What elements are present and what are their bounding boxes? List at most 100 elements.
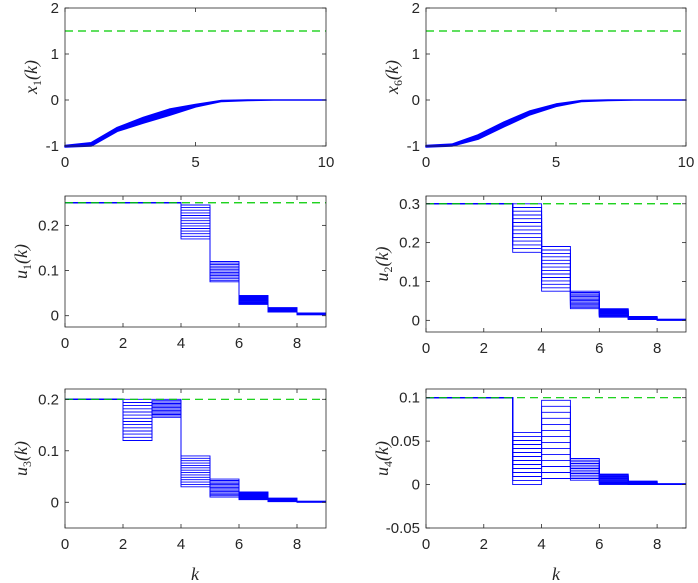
x-tick-label-u2-0: 0 [422, 340, 430, 357]
x-tick-label-x1-2: 10 [318, 154, 335, 171]
x-tick-label-u4-0: 0 [422, 536, 430, 553]
input-trajectory-u1-2 [65, 202, 326, 315]
input-trajectory-u4-2 [426, 397, 686, 485]
y-tick-label-u2-1: 0.1 [399, 273, 420, 290]
panel-u1: 0 2 4 6 800.10.2u1(k) [11, 195, 327, 352]
input-trajectory-u1-7 [65, 202, 326, 315]
axes-box-x6 [425, 7, 687, 147]
y-axis-label-symbol-u2: u [372, 272, 392, 281]
input-trajectory-u3-11 [65, 398, 326, 502]
input-trajectory-u4-0 [426, 397, 686, 486]
y-tick-label-u4-0: -0.05 [386, 520, 420, 537]
x-tick-label-u3-3: 6 [235, 536, 243, 553]
y-tick-label-u4-2: 0.05 [391, 433, 420, 450]
input-trajectory-u3-9 [65, 398, 326, 502]
input-trajectory-u1-8 [65, 202, 326, 315]
x-tick-label-u2-4: 8 [653, 340, 661, 357]
input-trajectory-u3-8 [65, 398, 326, 503]
input-trajectory-u3-7 [65, 398, 326, 503]
x-tick-label-u4-4: 8 [653, 536, 661, 553]
axes-box-x1 [64, 7, 327, 147]
input-trajectory-u1-12 [65, 202, 326, 314]
input-trajectory-u2-10 [426, 203, 686, 320]
x-tick-label-x1-1: 5 [191, 154, 199, 171]
x-tick-label-u2-3: 6 [595, 340, 603, 357]
input-trajectory-u4-10 [426, 397, 686, 485]
input-trajectory-u4-13 [426, 397, 686, 485]
y-tick-label-u4-3: 0.1 [399, 390, 420, 407]
y-axis-label-x1: x1(k) [21, 60, 44, 95]
y-tick-label-u3-2: 0.2 [38, 391, 59, 408]
input-trajectory-u1-6 [65, 202, 326, 315]
y-axis-label-argument-x1: (k) [21, 60, 42, 80]
y-axis-label-subscript-u3: 3 [20, 461, 34, 467]
x-tick-label-u4-3: 6 [595, 536, 603, 553]
y-tick-label-x6-0: -1 [407, 138, 420, 155]
y-axis-label-symbol-u1: u [11, 270, 31, 279]
input-trajectory-u3-12 [65, 398, 326, 502]
input-trajectory-u2-4 [426, 203, 686, 321]
y-axis-label-argument-x6: (k) [382, 60, 403, 80]
input-trajectory-u3-0 [65, 398, 326, 503]
y-tick-label-u3-0: 0 [51, 494, 59, 511]
y-axis-label-argument-u2: (k) [372, 247, 393, 267]
axes-box-u1 [64, 195, 327, 328]
panel-u3: 0 2 4 6 8 0 0.1 0.2 u3(k) [11, 388, 327, 553]
x-tick-label-x6-0: 0 [422, 154, 430, 171]
input-trajectory-u1-5 [65, 202, 326, 315]
x-tick-label-u4-1: 2 [480, 536, 488, 553]
y-tick-label-u1-1: 0.1 [38, 263, 59, 280]
y-tick-label-x1-1: 0 [51, 92, 59, 109]
y-axis-label-u2: u2(k) [372, 247, 395, 282]
x-tick-label-u4-2: 4 [537, 536, 545, 553]
input-trajectory-u1-11 [65, 202, 326, 314]
input-trajectory-u2-1 [426, 203, 686, 321]
x-axis-label-right: k [552, 564, 561, 583]
y-tick-label-u2-2: 0.2 [399, 235, 420, 252]
input-trajectory-u4-5 [426, 397, 686, 485]
input-trajectory-u4-9 [426, 397, 686, 485]
y-tick-label-u1-0: 0 [51, 308, 59, 325]
y-tick-label-x6-1: 0 [412, 92, 420, 109]
y-tick-label-u3-1: 0.1 [38, 443, 59, 460]
input-trajectory-u1-9 [65, 202, 326, 315]
x-tick-label-u1-0: 0 [61, 335, 69, 352]
y-axis-label-subscript-u1: 1 [20, 264, 34, 270]
input-trajectory-u1-13 [65, 202, 326, 314]
input-trajectory-u1-4 [65, 202, 326, 315]
input-trajectory-u2-8 [426, 203, 686, 321]
y-axis-label-subscript-u2: 2 [381, 266, 395, 272]
y-axis-label-symbol-x6: x [382, 86, 402, 95]
y-axis-label-argument-u1: (k) [11, 244, 32, 264]
x-tick-label-u3-2: 4 [177, 536, 185, 553]
input-trajectory-u1-1 [65, 202, 326, 316]
axes-box-u4 [425, 388, 687, 529]
input-trajectory-u1-10 [65, 202, 326, 314]
x-tick-label-x1-0: 0 [61, 154, 69, 171]
axes-box-u3 [64, 388, 327, 529]
y-axis-label-subscript-u4: 4 [381, 461, 395, 467]
y-axis-label-subscript-x1: 1 [30, 80, 44, 86]
y-tick-label-x1-2: 1 [51, 46, 59, 63]
input-trajectory-u4-7 [426, 397, 686, 485]
x-tick-label-u1-1: 2 [119, 335, 127, 352]
input-trajectory-u4-3 [426, 397, 686, 485]
input-trajectory-u2-0 [426, 203, 686, 321]
y-axis-label-u3: u3(k) [11, 441, 34, 476]
input-trajectory-u2-7 [426, 203, 686, 321]
y-axis-label-x6: x6(k) [382, 60, 405, 95]
input-trajectory-u2-5 [426, 203, 686, 321]
input-trajectory-u2-12 [426, 203, 686, 320]
x-tick-label-x6-1: 5 [552, 154, 560, 171]
y-tick-label-u1-2: 0.2 [38, 217, 59, 234]
y-axis-label-symbol-u4: u [372, 467, 392, 476]
input-trajectory-u2-6 [426, 203, 686, 321]
input-trajectory-u4-11 [426, 397, 686, 485]
input-trajectory-u2-11 [426, 203, 686, 320]
x-tick-label-u3-0: 0 [61, 536, 69, 553]
x-tick-label-u2-2: 4 [537, 340, 545, 357]
x-tick-label-u1-3: 6 [235, 335, 243, 352]
